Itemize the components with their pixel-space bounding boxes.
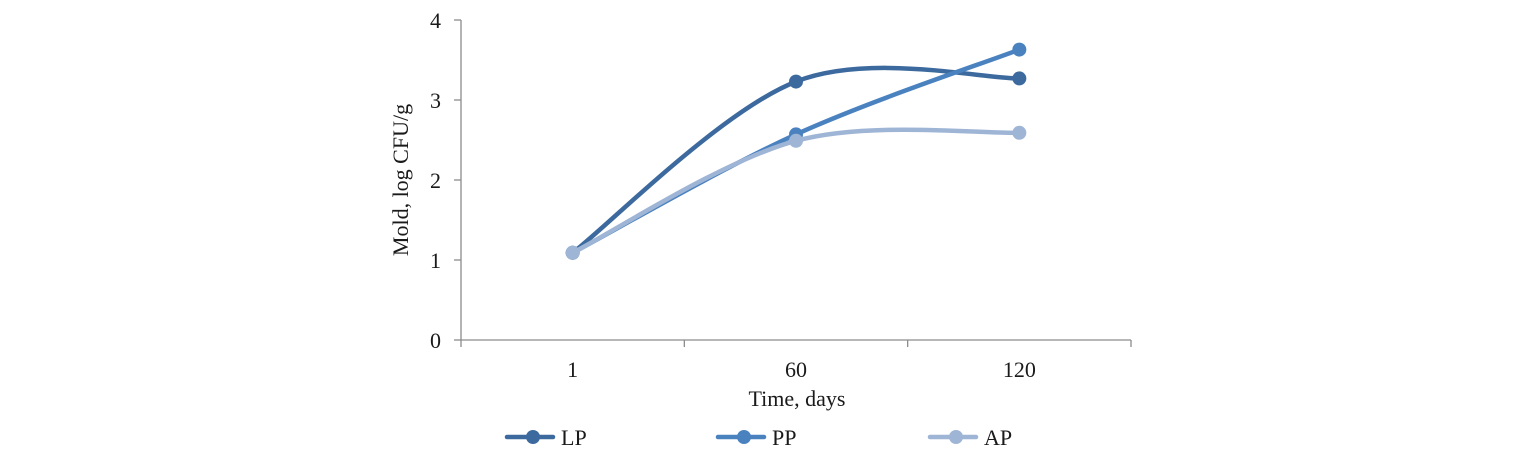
series-ap xyxy=(565,125,1027,260)
series-layer xyxy=(565,42,1027,260)
x-tick-label: 60 xyxy=(785,357,807,382)
x-tick-label: 1 xyxy=(567,357,578,382)
data-point-ap-1 xyxy=(565,245,580,260)
y-tick-label: 2 xyxy=(430,168,441,193)
legend-item-ap: AP xyxy=(927,425,1012,450)
data-point-ap-60 xyxy=(789,133,803,148)
legend-swatch-marker xyxy=(526,430,540,444)
axes: 0 1 2 3 4 1 60 120 xyxy=(430,8,1132,382)
legend-item-pp: PP xyxy=(715,425,796,450)
data-point-ap-120 xyxy=(1012,125,1027,140)
legend-label: PP xyxy=(772,425,796,450)
y-tick-label: 4 xyxy=(430,8,441,33)
y-tick-label: 1 xyxy=(430,248,441,273)
series-line-lp xyxy=(570,65,1022,256)
y-axis-title: Mold, log CFU/g xyxy=(388,104,413,256)
x-axis-title: Time, days xyxy=(749,386,846,411)
x-tick-label: 120 xyxy=(1003,357,1036,382)
y-tick-label: 3 xyxy=(430,88,441,113)
data-point-pp-120 xyxy=(1012,42,1027,57)
legend-item-lp: LP xyxy=(504,425,587,450)
data-point-lp-120 xyxy=(1012,71,1027,86)
y-tick-label: 0 xyxy=(430,328,441,353)
data-point-lp-60 xyxy=(789,74,803,89)
legend: LP PP AP xyxy=(504,425,1012,450)
series-lp xyxy=(565,65,1027,260)
legend-label: LP xyxy=(561,425,587,450)
legend-swatch-marker xyxy=(737,430,751,444)
legend-label: AP xyxy=(984,425,1012,450)
legend-swatch-marker xyxy=(949,430,963,444)
